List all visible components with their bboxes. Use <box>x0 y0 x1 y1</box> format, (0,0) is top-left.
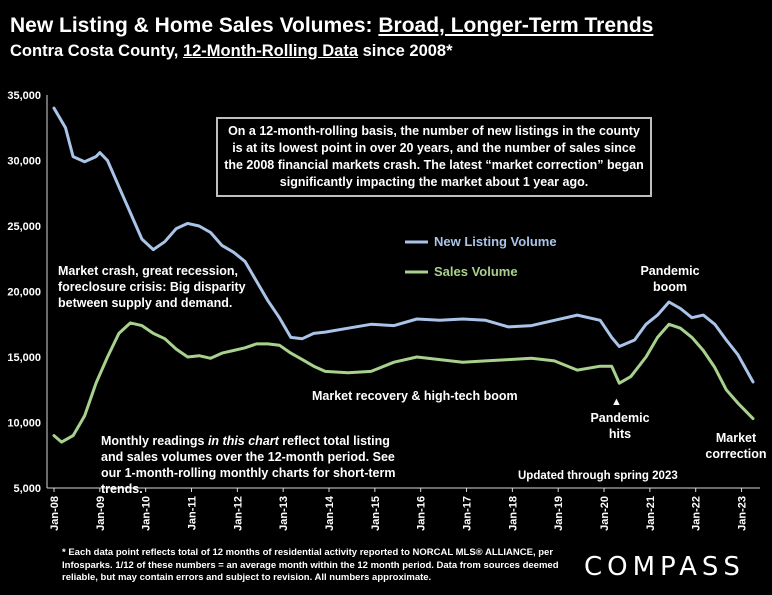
x-tick-label: Jan-15 <box>370 496 382 531</box>
legend-listings: New Listing Volume <box>434 234 557 249</box>
y-tick-label: 10,000 <box>7 418 41 430</box>
x-tick-label: Jan-11 <box>187 496 199 530</box>
pandemic-boom-annotation: Pandemic boom <box>640 264 700 294</box>
market-correction-annotation: Market correction <box>705 431 767 461</box>
chart-title: New Listing & Home Sales Volumes: Broad,… <box>10 14 654 37</box>
x-tick-label: Jan-08 <box>49 496 61 531</box>
market-recovery-annotation: Market recovery & high-tech boom <box>312 389 518 403</box>
x-tick-label: Jan-23 <box>737 496 749 531</box>
new-listing-volume-line <box>52 106 755 384</box>
x-tick-label: Jan-13 <box>278 496 290 531</box>
legend-sales: Sales Volume <box>434 264 518 279</box>
footnote: * Each data point reflects total of 12 m… <box>62 547 559 583</box>
pandemic-hits-annotation: Pandemic hits <box>590 411 650 441</box>
x-tick-label: Jan-22 <box>691 496 703 531</box>
y-tick-label: 5,000 <box>13 483 41 495</box>
x-tick-label: Jan-20 <box>599 496 611 531</box>
y-tick-label: 15,000 <box>7 352 41 364</box>
x-tick-label: Jan-19 <box>553 496 565 531</box>
x-tick-label: Jan-16 <box>416 496 428 531</box>
sales-volume-line <box>52 321 755 444</box>
x-tick-label: Jan-21 <box>645 496 657 531</box>
summary-note: On a 12-month-rolling basis, the number … <box>216 117 652 197</box>
x-tick-label: Jan-10 <box>141 496 153 531</box>
chart-subtitle: Contra Costa County, 12-Month-Rolling Da… <box>10 42 453 60</box>
x-tick-label: Jan-18 <box>507 496 519 531</box>
pandemic-hits-arrow: ▲ <box>611 396 622 408</box>
compass-logo: COMPASS <box>584 552 745 582</box>
x-tick-label: Jan-09 <box>95 496 107 531</box>
x-tick-label: Jan-14 <box>324 495 336 531</box>
updated-note: Updated through spring 2023 <box>518 470 678 482</box>
y-tick-label: 25,000 <box>7 221 41 233</box>
x-tick-label: Jan-17 <box>462 496 474 531</box>
y-tick-label: 20,000 <box>7 287 41 299</box>
market-crash-annotation: Market crash, great recession, foreclosu… <box>58 264 246 310</box>
y-tick-label: 30,000 <box>7 156 41 168</box>
x-tick-label: Jan-12 <box>232 496 244 531</box>
monthly-readings-note: Monthly readings in this chart reflect t… <box>101 434 396 496</box>
y-tick-label: 35,000 <box>7 90 41 102</box>
